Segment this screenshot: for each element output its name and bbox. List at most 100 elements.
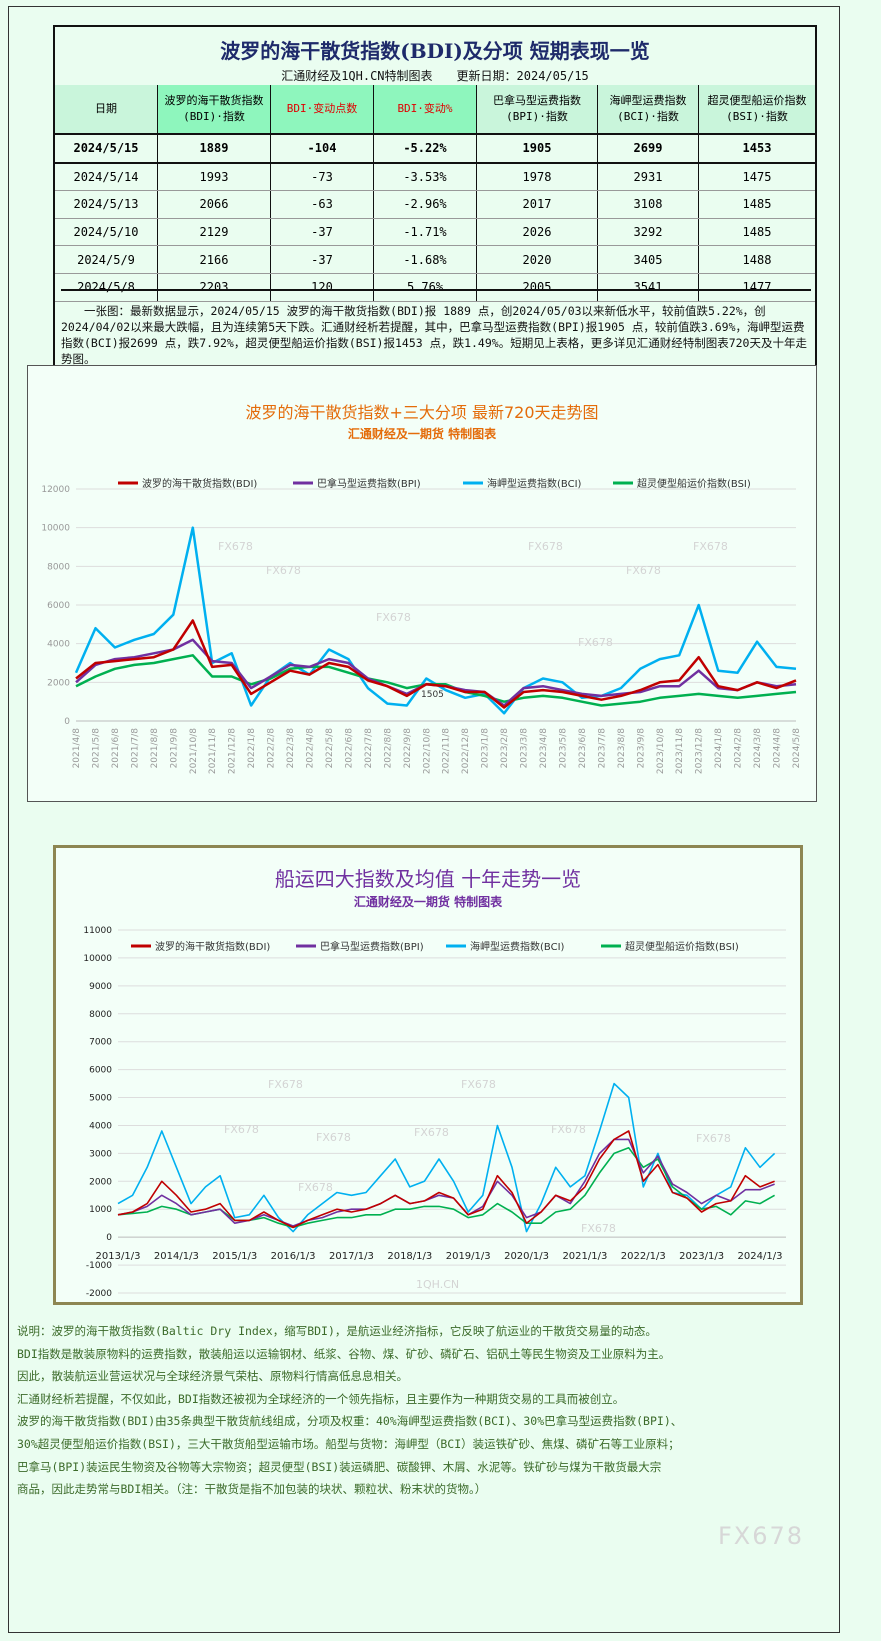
y-tick-label: 11000 — [83, 926, 112, 936]
note-line: 巴拿马(BPI)装运民生物资及谷物等大宗物资；超灵便型(BSI)装运磷肥、碳酸钾… — [17, 1459, 662, 1474]
x-tick-label: 2022/1/3 — [621, 1251, 666, 1262]
fx678-watermark: FX678 — [718, 1522, 805, 1550]
watermark: FX678 — [316, 1131, 351, 1144]
x-tick-label: 2021/7/8 — [130, 728, 140, 769]
table-cell: 2005 — [476, 273, 598, 302]
summary-table-panel: 波罗的海干散货指数(BDI)及分项 短期表现一览 汇通财经及1QH.CN特制图表… — [53, 25, 817, 374]
note-line: BDI指数是散装原物料的运费指数，散装船运以运输钢材、纸浆、谷物、煤、矿砂、磷矿… — [17, 1346, 671, 1361]
table-row: 2024/5/9 2166 -37 -1.68% 2020 3405 1488 — [55, 245, 815, 274]
x-tick-label: 2022/5/8 — [325, 728, 335, 769]
col-bdi: 波罗的海干散货指数(BDI)·指数 — [157, 85, 271, 135]
legend-label-bci: 海岬型运费指数(BCI) — [487, 477, 582, 490]
col-bpi: 巴拿马型运费指数(BPI)·指数 — [476, 85, 598, 135]
legend-label-bsi: 超灵便型船运价指数(BSI) — [625, 940, 739, 953]
table-cell: -37 — [270, 218, 374, 247]
chart-title: 船运四大指数及均值 十年走势一览 — [275, 867, 581, 891]
table-row: 2024/5/10 2129 -37 -1.71% 2026 3292 1485 — [55, 218, 815, 247]
y-tick-label: 3000 — [89, 1149, 112, 1159]
table-cell: 2026 — [476, 218, 598, 247]
note-line: 商品，因此走势常与BDI相关。（注：干散货是指不加包装的块状、颗粒状、粉末状的货… — [17, 1482, 487, 1497]
table-cell: 2203 — [157, 273, 271, 302]
chart-subtitle: 汇通财经及一期货 特制图表 — [354, 894, 503, 909]
x-tick-label: 2023/12/8 — [695, 728, 705, 774]
x-tick-label: 2022/12/8 — [461, 728, 471, 774]
legend-label-bpi: 巴拿马型运费指数(BPI) — [317, 477, 421, 490]
x-tick-label: 2022/8/8 — [383, 728, 393, 769]
chart-720-day: 波罗的海干散货指数+三大分项 最新720天走势图 汇通财经及一期货 特制图表 0 20… — [27, 365, 817, 802]
table-cell: -104 — [270, 134, 374, 164]
col-bsi: 超灵便型船运价指数(BSI)·指数 — [698, 85, 815, 135]
x-tick-label: 2022/2/8 — [267, 728, 277, 769]
x-tick-label: 2021/8/8 — [150, 728, 160, 769]
x-tick-label: 2023/6/8 — [578, 728, 588, 769]
y-tick-label: -2000 — [86, 1289, 112, 1299]
table-cell: 2024/5/13 — [55, 190, 158, 219]
y-tick-label: 2000 — [47, 678, 70, 688]
x-tick-label: 2023/8/8 — [617, 728, 627, 769]
y-tick-label: 6000 — [89, 1066, 112, 1076]
note-line: 汇通财经析若提醒，不仅如此，BDI指数还被视为全球经济的一个领先指标，且主要作为… — [17, 1391, 625, 1406]
notes: 说明：波罗的海干散货指数(Baltic Dry Index，缩写BDI)，是航运… — [17, 1320, 737, 1501]
x-tick-label: 2022/3/8 — [286, 728, 296, 769]
y-tick-label: 4000 — [89, 1121, 112, 1131]
watermark: FX678 — [693, 540, 728, 553]
table-subtitle: 汇通财经及1QH.CN特制图表 更新日期：2024/05/15 — [281, 69, 589, 83]
x-tick-label: 2020/1/3 — [504, 1251, 549, 1262]
watermark: FX678 — [551, 1123, 586, 1136]
table-cell: 2024/5/10 — [55, 218, 158, 247]
legend-label-bdi: 波罗的海干散货指数(BDI) — [155, 940, 270, 953]
col-date: 日期 — [55, 85, 158, 135]
chart-subtitle: 汇通财经及一期货 特制图表 — [348, 426, 497, 441]
x-tick-label: 2021/4/8 — [72, 728, 82, 769]
table-cell: 1475 — [698, 162, 815, 192]
watermark: FX678 — [224, 1123, 259, 1136]
y-tick-label: -1000 — [86, 1261, 112, 1271]
x-tick-label: 2024/1/3 — [738, 1251, 783, 1262]
x-tick-label: 2016/1/3 — [271, 1251, 316, 1262]
y-tick-label: 7000 — [89, 1038, 112, 1048]
series-line-bdi — [75, 619, 797, 709]
table-cell: 2066 — [157, 190, 271, 219]
watermark: FX678 — [581, 1222, 616, 1235]
x-tick-label: 2021/11/8 — [208, 728, 218, 774]
x-tick-label: 2021/12/8 — [228, 728, 238, 774]
watermark: FX678 — [414, 1126, 449, 1139]
table-cell: 2699 — [597, 134, 699, 164]
series-line-bsi — [117, 1146, 775, 1229]
watermark: FX678 — [578, 636, 613, 649]
table-cell: 1889 — [157, 134, 271, 164]
x-tick-label: 2021/5/8 — [91, 728, 101, 769]
table-cell: -1.68% — [373, 245, 477, 274]
table-cell: 2931 — [597, 162, 699, 192]
table-cell: -37 — [270, 245, 374, 274]
table-row: 2024/5/8 2203 120 5.76% 2005 3541 1477 — [55, 273, 815, 302]
table-cell: -3.53% — [373, 162, 477, 192]
table-cell: 120 — [270, 273, 374, 302]
table-cell: 2020 — [476, 245, 598, 274]
table-cell: -73 — [270, 162, 374, 192]
x-tick-label: 2022/1/8 — [247, 728, 257, 769]
series-line-bdi — [117, 1130, 775, 1229]
x-tick-label: 2021/6/8 — [111, 728, 121, 769]
x-tick-label: 2023/4/8 — [539, 728, 549, 769]
x-tick-label: 2021/10/8 — [189, 728, 199, 774]
legend-label-bpi: 巴拿马型运费指数(BPI) — [320, 940, 424, 953]
table-row: 2024/5/15 1889 -104 -5.22% 1905 2699 1453 — [55, 134, 815, 164]
legend-label-bdi: 波罗的海干散货指数(BDI) — [142, 477, 257, 490]
watermark: 1QH.CN — [416, 1278, 459, 1291]
table-cell: -5.22% — [373, 134, 477, 164]
table-cell: 2024/5/14 — [55, 162, 158, 192]
watermark: FX678 — [268, 1078, 303, 1091]
watermark: FX678 — [696, 1132, 731, 1145]
data-annotation: 1505 — [421, 690, 444, 700]
summary-paragraph: 一张图：最新数据显示，2024/05/15 波罗的海干散货指数(BDI)报 18… — [61, 289, 811, 367]
chart-title: 波罗的海干散货指数+三大分项 最新720天走势图 — [245, 403, 598, 422]
table-cell: 2129 — [157, 218, 271, 247]
table-cell: 2017 — [476, 190, 598, 219]
table-row: 2024/5/13 2066 -63 -2.96% 2017 3108 1485 — [55, 190, 815, 219]
x-tick-label: 2023/10/8 — [656, 728, 666, 774]
x-tick-label: 2024/2/8 — [734, 728, 744, 769]
x-tick-label: 2019/1/3 — [446, 1251, 491, 1262]
x-tick-label: 2022/6/8 — [344, 728, 354, 769]
